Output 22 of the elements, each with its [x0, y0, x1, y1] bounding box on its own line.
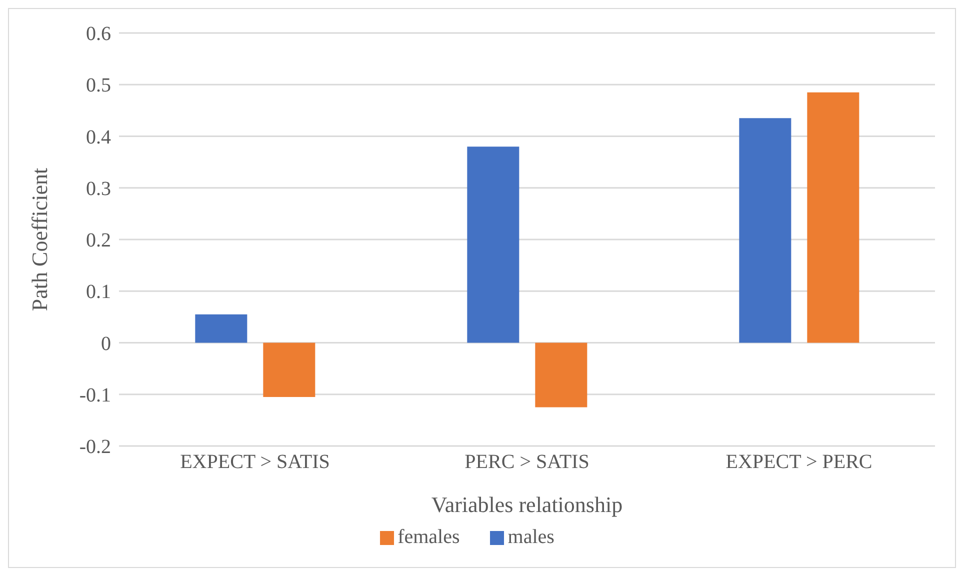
bar	[195, 314, 248, 343]
y-tick-label: 0.3	[86, 178, 111, 200]
x-tick-label: EXPECT > PERC	[726, 451, 872, 474]
bar	[807, 92, 860, 343]
y-tick-label: 0.4	[86, 126, 111, 148]
x-tick-label: PERC > SATIS	[464, 451, 590, 474]
bar	[467, 146, 520, 343]
y-tick-label: -0.1	[79, 384, 111, 406]
y-tick-label: 0.5	[86, 74, 111, 97]
bar	[263, 342, 316, 397]
y-tick-label: -0.2	[79, 436, 111, 458]
x-axis-title: Variables relationship	[431, 492, 623, 517]
y-tick-label: 0.6	[86, 23, 111, 46]
y-tick-label: 0.1	[86, 281, 111, 304]
y-axis-title: Path Coefficient	[26, 168, 52, 312]
legend-label: females	[398, 526, 460, 548]
bar	[739, 118, 792, 343]
legend-label: males	[508, 526, 554, 548]
y-tick-label: 0	[101, 332, 111, 355]
x-tick-label: EXPECT > SATIS	[180, 451, 330, 474]
y-tick-label: 0.2	[86, 230, 111, 252]
bar	[535, 342, 588, 408]
